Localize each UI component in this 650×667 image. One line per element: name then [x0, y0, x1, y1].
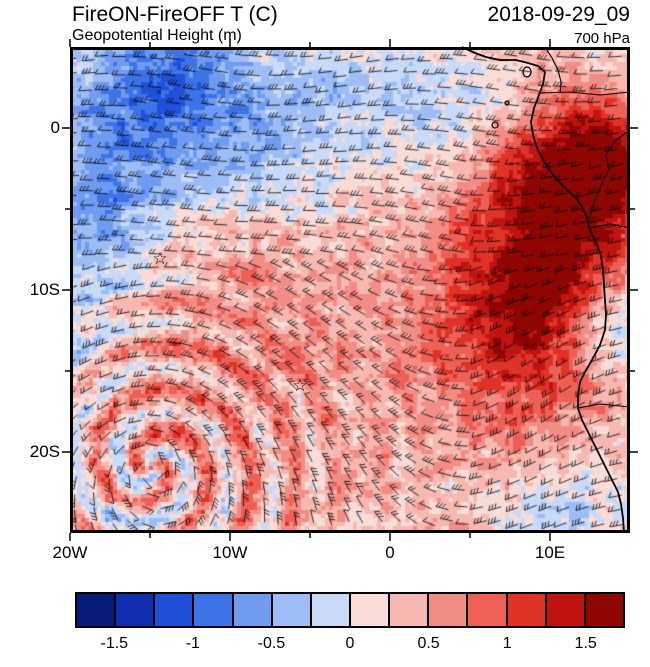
x-tick-label-10e: 10E — [534, 543, 566, 562]
colorbar-cell — [468, 594, 508, 626]
map-area — [70, 47, 630, 533]
colorbar-cell — [429, 594, 469, 626]
plot-datetime: 2018-09-29_09 — [487, 3, 630, 26]
colorbar-cell — [311, 594, 351, 626]
colorbar-cell — [155, 594, 195, 626]
temperature-field-canvas — [73, 50, 627, 530]
y-tick-label-0: 0 — [50, 118, 60, 137]
x-tick-label-20w: 20W — [52, 543, 88, 562]
colorbar-cell — [272, 594, 312, 626]
colorbar-cell — [546, 594, 586, 626]
pressure-level-label: 700 hPa — [574, 30, 630, 47]
x-tick-label-0: 0 — [385, 543, 395, 562]
colorbar-cell — [116, 594, 156, 626]
y-tick-label-10s: 10S — [29, 280, 60, 299]
plot-subtitle: Geopotential Height (m) — [72, 27, 242, 44]
colorbar-tick-label: 0.5 — [417, 635, 440, 652]
colorbar-cell — [585, 594, 623, 626]
colorbar-cell — [77, 594, 117, 626]
colorbar-cell — [390, 594, 430, 626]
plot-title: FireON-FireOFF T (C) — [72, 3, 278, 26]
colorbar-cell — [233, 594, 273, 626]
colorbar-cell — [350, 594, 391, 626]
colorbar-tick-label: -1.5 — [100, 635, 129, 652]
colorbar — [75, 592, 625, 628]
y-tick-label-20s: 20S — [29, 442, 60, 461]
colorbar-tick-label: -0.5 — [257, 635, 286, 652]
colorbar-tick-label: 1.5 — [574, 635, 597, 652]
colorbar-tick-label: 1 — [502, 635, 512, 652]
x-tick-label-10w: 10W — [212, 543, 248, 562]
colorbar-cell — [194, 594, 234, 626]
colorbar-tick-label: 0 — [345, 635, 355, 652]
colorbar-tick-label: -1 — [185, 635, 200, 652]
colorbar-cell — [507, 594, 547, 626]
